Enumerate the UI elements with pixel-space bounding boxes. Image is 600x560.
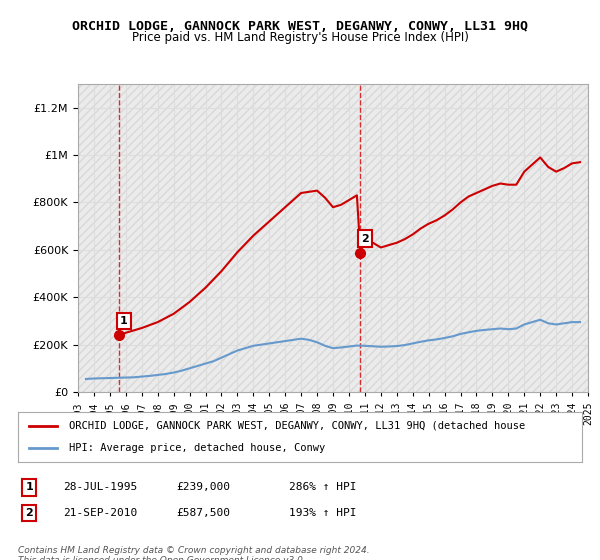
- Text: £239,000: £239,000: [176, 482, 230, 492]
- Text: 193% ↑ HPI: 193% ↑ HPI: [289, 508, 356, 518]
- Text: ORCHID LODGE, GANNOCK PARK WEST, DEGANWY, CONWY, LL31 9HQ: ORCHID LODGE, GANNOCK PARK WEST, DEGANWY…: [72, 20, 528, 32]
- Text: 2: 2: [361, 234, 369, 244]
- Text: Price paid vs. HM Land Registry's House Price Index (HPI): Price paid vs. HM Land Registry's House …: [131, 31, 469, 44]
- Text: ORCHID LODGE, GANNOCK PARK WEST, DEGANWY, CONWY, LL31 9HQ (detached house: ORCHID LODGE, GANNOCK PARK WEST, DEGANWY…: [69, 421, 525, 431]
- Text: 28-JUL-1995: 28-JUL-1995: [63, 482, 137, 492]
- Text: £587,500: £587,500: [176, 508, 230, 518]
- Text: 286% ↑ HPI: 286% ↑ HPI: [289, 482, 356, 492]
- Text: 21-SEP-2010: 21-SEP-2010: [63, 508, 137, 518]
- Text: 2: 2: [25, 508, 33, 518]
- Text: 1: 1: [120, 316, 128, 326]
- Text: HPI: Average price, detached house, Conwy: HPI: Average price, detached house, Conw…: [69, 443, 325, 453]
- Text: Contains HM Land Registry data © Crown copyright and database right 2024.
This d: Contains HM Land Registry data © Crown c…: [18, 546, 370, 560]
- Text: 1: 1: [25, 482, 33, 492]
